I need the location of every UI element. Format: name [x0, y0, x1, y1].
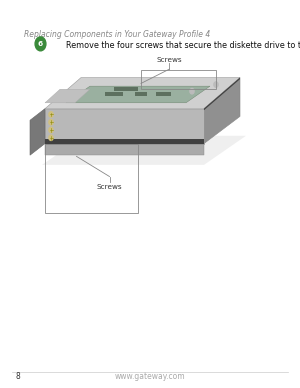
Polygon shape — [45, 78, 240, 109]
Bar — [156, 92, 171, 96]
Text: Screws: Screws — [157, 57, 182, 63]
Polygon shape — [45, 144, 204, 155]
Bar — [45, 144, 138, 213]
Bar — [45, 139, 204, 144]
Text: Screws: Screws — [97, 184, 122, 190]
Text: www.gateway.com: www.gateway.com — [115, 372, 185, 381]
Circle shape — [35, 37, 46, 51]
Polygon shape — [42, 136, 246, 165]
Bar — [114, 87, 138, 91]
Bar — [135, 92, 147, 96]
Circle shape — [49, 112, 53, 117]
Circle shape — [49, 120, 53, 125]
Polygon shape — [204, 78, 240, 110]
Circle shape — [190, 88, 194, 94]
Text: 8: 8 — [15, 372, 20, 381]
Circle shape — [214, 82, 218, 87]
Polygon shape — [66, 86, 210, 103]
Bar — [105, 92, 123, 96]
Circle shape — [49, 135, 53, 140]
Polygon shape — [45, 89, 90, 103]
Polygon shape — [45, 109, 204, 144]
Polygon shape — [204, 78, 240, 144]
Polygon shape — [30, 109, 45, 155]
Text: 6: 6 — [38, 41, 43, 47]
Bar — [141, 70, 216, 89]
Text: Replacing Components in Your Gateway Profile 4: Replacing Components in Your Gateway Pro… — [24, 30, 210, 39]
Circle shape — [49, 127, 53, 133]
Text: Remove the four screws that secure the diskette drive to the drive pack.: Remove the four screws that secure the d… — [66, 41, 300, 50]
